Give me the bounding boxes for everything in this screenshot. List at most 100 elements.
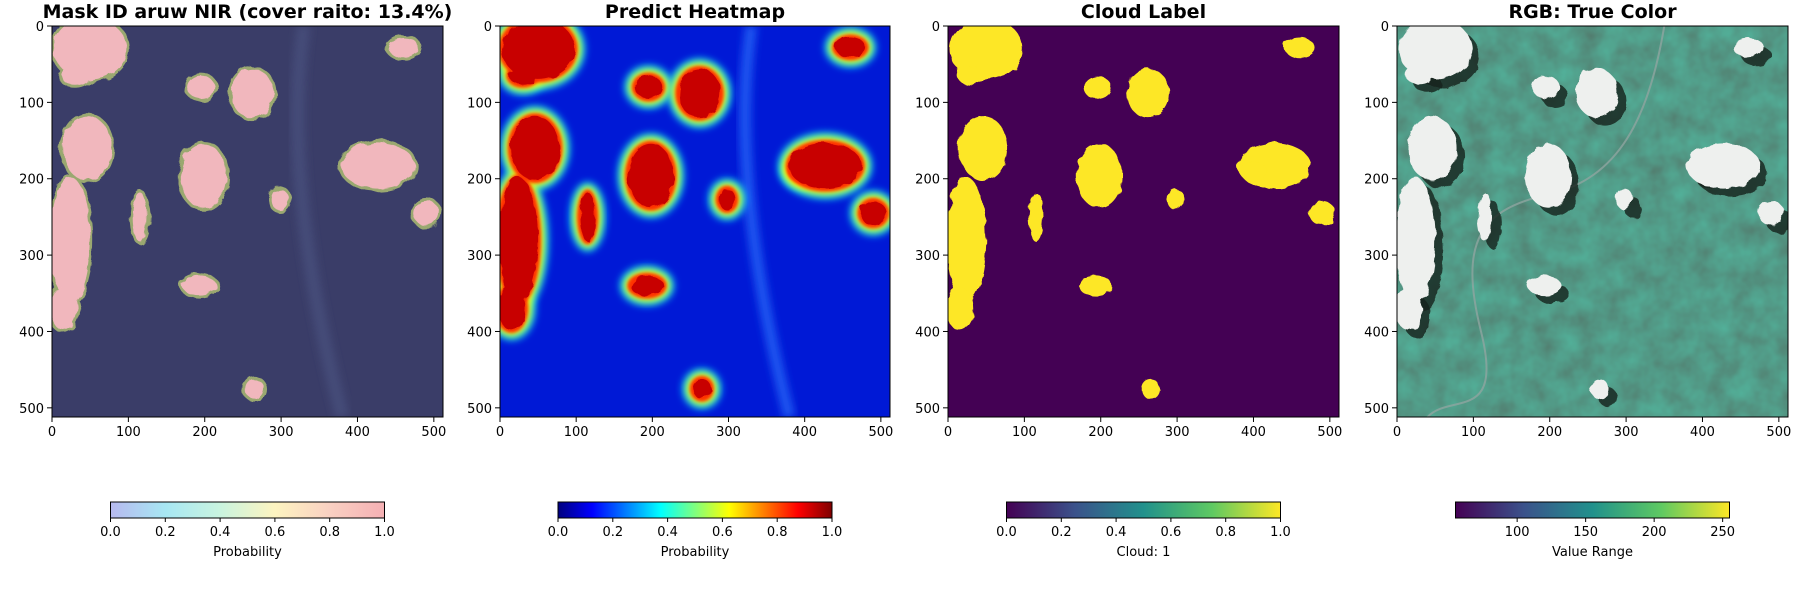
colorbar-tick-label: 0.0 (548, 525, 569, 540)
colorbar-tick-label: 0.6 (265, 525, 286, 540)
y-tick-label: 200 (1364, 173, 1389, 188)
x-tick-label: 300 (269, 425, 294, 440)
cloud-mask (53, 26, 127, 80)
x-tick-label: 200 (1088, 425, 1113, 440)
heat-blob (790, 161, 819, 181)
image-area (52, 26, 443, 417)
cloud-mask (132, 192, 148, 242)
x-tick-label: 200 (640, 425, 665, 440)
colorbar-tick-label: 0.0 (996, 525, 1017, 540)
cloud (1397, 287, 1423, 330)
colorbar-tick-label: 0.2 (155, 525, 176, 540)
image-area (500, 26, 890, 417)
x-tick-label: 0 (944, 425, 952, 440)
colorbar-tick-label: 0.8 (319, 525, 340, 540)
cloud-mask (271, 188, 288, 211)
heat-blob (510, 116, 560, 181)
cloud (1527, 275, 1562, 296)
cloud-mask (245, 378, 264, 399)
colorbar-tick-label: 0.8 (1215, 525, 1236, 540)
x-tick-label: 0 (496, 425, 504, 440)
y-tick-label: 200 (467, 173, 492, 188)
cloud-label (948, 287, 974, 330)
cloud-label (1078, 275, 1113, 296)
heat-blob (718, 188, 736, 211)
axes-frame (947, 25, 1340, 418)
x-tick-label: 300 (1614, 425, 1639, 440)
cloud (1407, 116, 1457, 181)
colorbar-tick-label: 100 (1505, 525, 1530, 540)
panel-title: RGB: True Color (1508, 1, 1677, 23)
colorbar-tick-label: 250 (1710, 525, 1735, 540)
y-tick-label: 100 (915, 96, 940, 111)
cloud (1733, 37, 1764, 58)
heat-blob (579, 192, 596, 242)
cloud-label (1239, 161, 1268, 181)
y-tick-label: 0 (36, 20, 44, 35)
x-tick-label: 500 (868, 425, 893, 440)
x-tick-label: 400 (1241, 425, 1266, 440)
x-tick-label: 300 (716, 425, 741, 440)
panel-4: RGB: True Color 0 100 200 300 400 500 0 100 200 30… (1364, 1, 1791, 560)
colorbar-tick-label: 1.0 (374, 525, 395, 540)
panel-2: Predict Heatmap 0 100 200 300 400 500 0 100 200 30… (467, 1, 893, 560)
panel-title: Mask ID aruw NIR (cover raito: 13.4%) (43, 1, 453, 23)
x-tick-label: 500 (1317, 425, 1342, 440)
heat-blob (692, 378, 711, 399)
image-area (948, 26, 1339, 417)
y-tick-label: 0 (932, 20, 940, 35)
cloud-mask (343, 161, 372, 181)
y-tick-label: 400 (467, 325, 492, 340)
colorbar-tick-label: 1.0 (1270, 525, 1291, 540)
cloud-label (949, 26, 1023, 80)
x-tick-label: 100 (1012, 425, 1037, 440)
colorbar-tick-label: 0.0 (100, 525, 121, 540)
x-tick-label: 0 (1393, 425, 1401, 440)
x-tick-label: 300 (1165, 425, 1190, 440)
heat-blob (860, 200, 887, 226)
cloud-mask (62, 116, 112, 181)
cloud-label (948, 177, 987, 303)
y-tick-label: 0 (1381, 20, 1389, 35)
panel-title: Predict Heatmap (605, 1, 785, 23)
x-tick-label: 100 (564, 425, 589, 440)
colorbar-tick-label: 0.2 (1051, 525, 1072, 540)
y-tick-label: 500 (467, 402, 492, 417)
cloud (1397, 177, 1436, 303)
colorbar-label: Cloud: 1 (1117, 545, 1171, 560)
y-tick-label: 400 (19, 325, 44, 340)
x-tick-label: 500 (1766, 425, 1791, 440)
colorbar-label: Value Range (1552, 545, 1633, 560)
y-tick-label: 500 (915, 402, 940, 417)
colorbar (1455, 501, 1730, 519)
panel-3: Cloud Label 0 100 200 300 400 500 0 100 200 300 400… (915, 1, 1342, 560)
y-tick-label: 300 (19, 249, 44, 264)
cloud-mask (388, 37, 419, 58)
axes-frame (51, 25, 444, 418)
y-tick-label: 300 (1364, 249, 1389, 264)
y-tick-label: 400 (915, 325, 940, 340)
colorbar-label: Probability (661, 545, 730, 560)
colorbar-label: Probability (213, 545, 282, 560)
x-tick-label: 400 (792, 425, 817, 440)
cloud-mask (182, 275, 217, 296)
cloud-label (1309, 200, 1336, 226)
cloud (1532, 75, 1560, 99)
x-tick-label: 0 (48, 425, 56, 440)
heat-blob (634, 75, 663, 99)
y-tick-label: 500 (1364, 402, 1389, 417)
colorbar-tick-label: 200 (1642, 525, 1667, 540)
x-tick-label: 400 (345, 425, 370, 440)
y-tick-label: 100 (467, 96, 492, 111)
x-tick-label: 100 (1461, 425, 1486, 440)
y-tick-label: 300 (467, 249, 492, 264)
colorbar-tick-label: 0.4 (657, 525, 678, 540)
cloud-label (1141, 378, 1160, 399)
cloud-mask (413, 200, 440, 226)
heat-blob (835, 37, 866, 58)
cloud-mask (180, 143, 227, 208)
cloud (1398, 26, 1472, 80)
colorbar-tick-label: 150 (1573, 525, 1598, 540)
colorbar-tick-label: 0.8 (767, 525, 788, 540)
